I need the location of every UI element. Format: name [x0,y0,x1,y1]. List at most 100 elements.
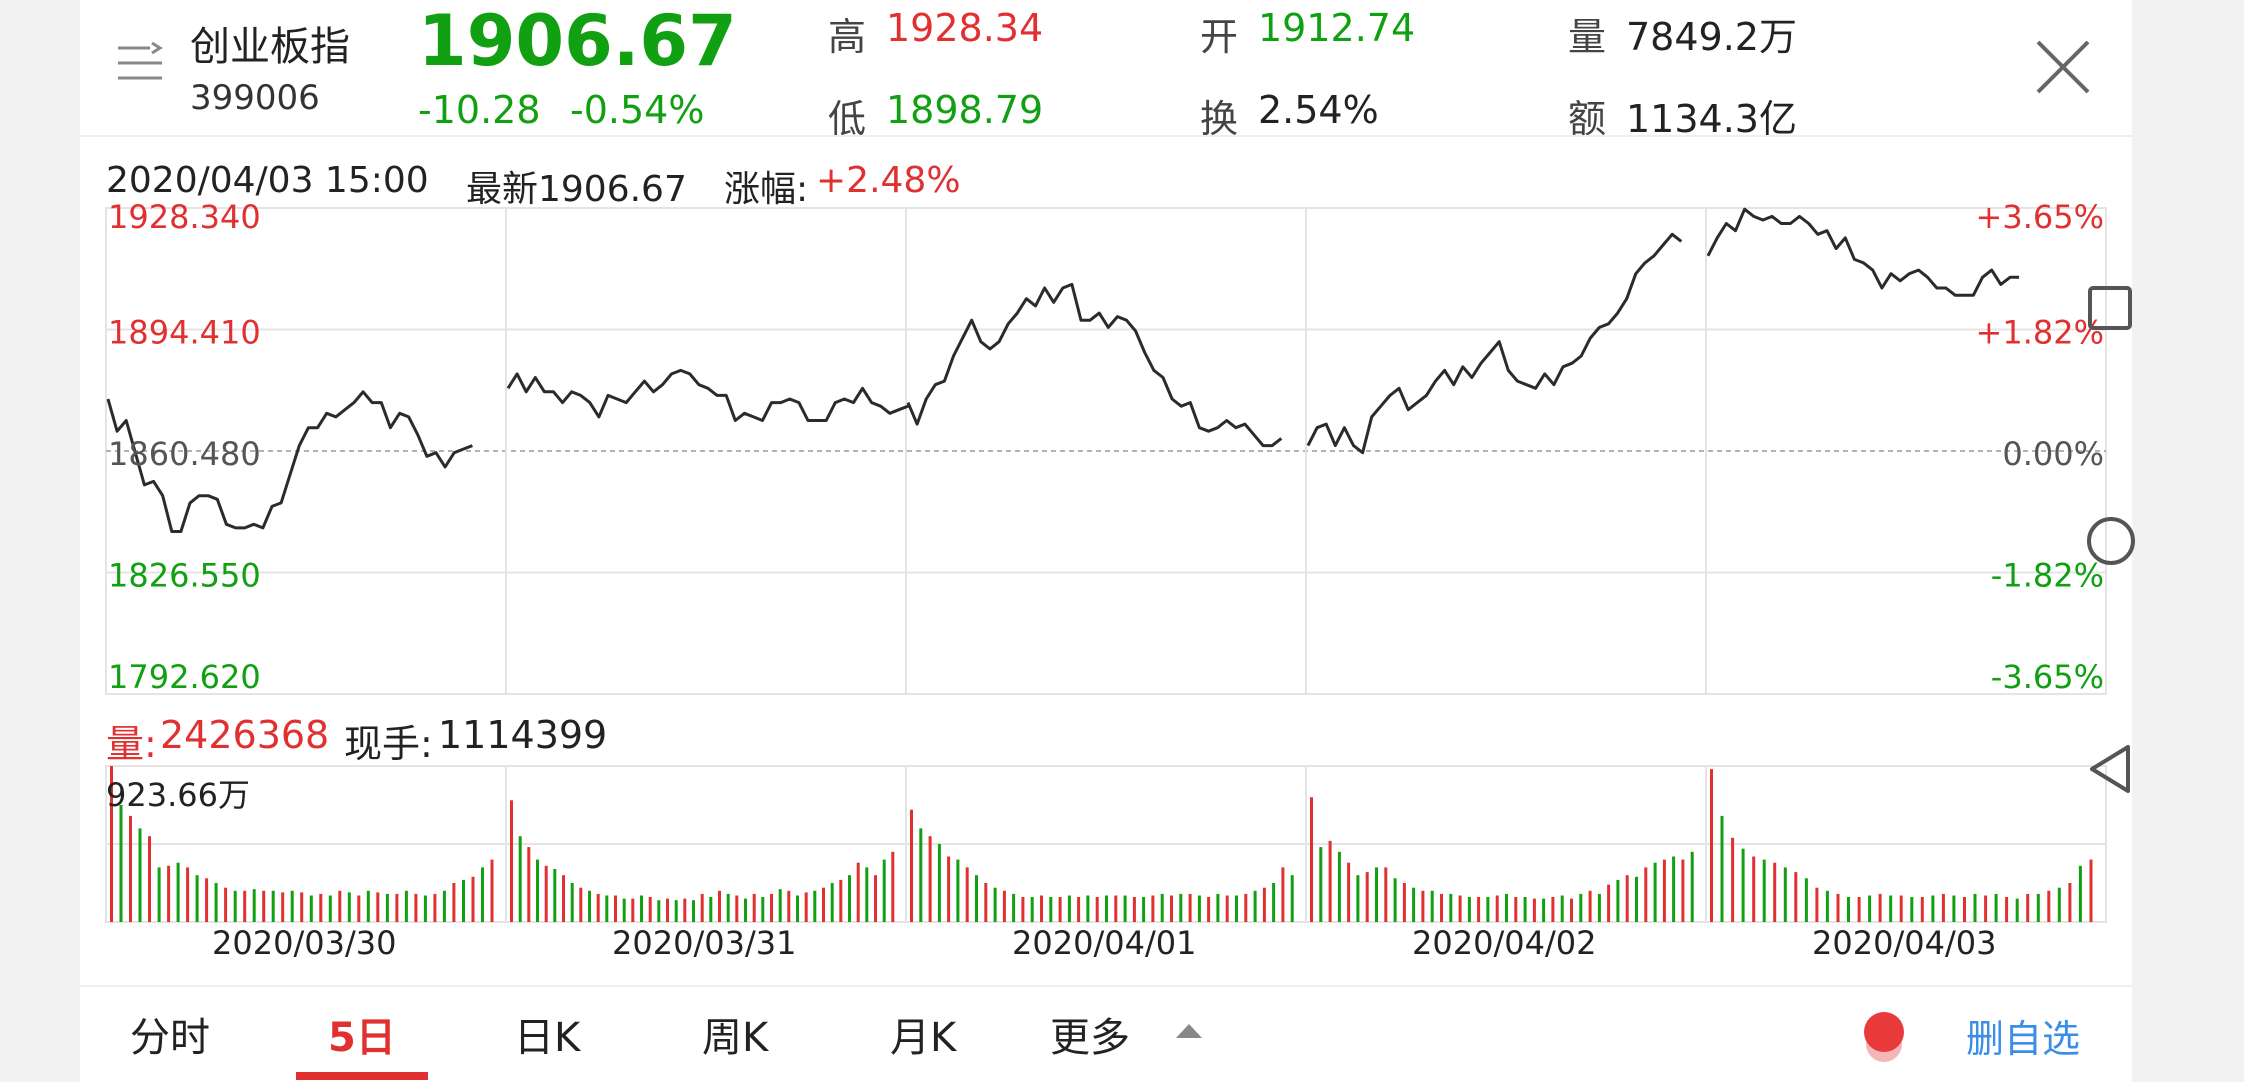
volume-bar [1551,897,1555,922]
recents-icon[interactable] [2088,286,2132,330]
tab-five-day[interactable]: 5日 [328,1015,396,1061]
volume-bar [796,895,799,922]
chart-datetime: 2020/04/03 15:00 [106,160,429,201]
volume-bar [281,892,285,922]
volume-bar [176,862,180,922]
volume-bar [1086,895,1090,922]
volume-bar [452,883,456,922]
tab-day-k[interactable]: 日K [514,1015,581,1061]
volume-bar [553,869,557,922]
volume-bar [1430,890,1434,922]
volume-bar [1310,797,1313,922]
tab-week-k[interactable]: 周K [702,1015,769,1061]
volume-bar [596,893,600,922]
caret-up-icon[interactable] [1174,1022,1204,1040]
volume-bar [357,895,361,922]
tab-fenshi[interactable]: 分时 [130,1015,210,1061]
volume-bar [1783,867,1787,922]
turnover-value: 2.54% [1258,88,1379,132]
volume-bar [1931,895,1935,922]
volume-bar [252,889,256,922]
volume-bar [1542,898,1546,922]
back-icon[interactable] [2088,744,2132,794]
volume-bar [1281,867,1285,922]
x-tick-day: 2020/04/01 [1012,924,1197,962]
volume-bar [1421,890,1425,922]
tab-five-day-indicator [296,1072,428,1080]
volume-bar [1012,893,1016,922]
volume-bar [395,893,399,922]
volume-bar [110,766,113,922]
chart-change-value: +2.48% [816,160,961,201]
volume-bar [300,892,304,922]
volume-bar [1235,895,1238,922]
close-icon[interactable] [2034,38,2092,96]
price-line-day-2 [506,368,909,422]
volume-bar [1262,887,1266,922]
volume-bar [271,890,275,922]
volume-bar [224,887,228,922]
volume-bar [2015,898,2019,922]
volume-bar [2026,893,2030,922]
volume-bar [186,867,190,922]
volume-bar [1495,895,1499,922]
x-tick-day: 2020/04/03 [1812,924,1997,962]
volume-bar [148,836,151,922]
volume-bar [518,836,522,922]
volume-bar [1794,872,1798,922]
volume-bar [1532,898,1536,922]
price-line-day-4 [1306,232,1683,455]
volume-bar [674,900,678,922]
volume-chart[interactable] [80,0,2132,1000]
volume-bar [2068,883,2072,922]
volume-bar [1523,897,1527,922]
volume-bar [1952,895,1956,922]
volume-bar [527,847,531,922]
volume-label: 量 [1568,15,1607,59]
volume-bar [1188,893,1192,922]
y-tick-right: +1.82% [1976,314,2104,352]
menu-icon[interactable] [116,41,164,88]
volume-bar [1868,895,1872,922]
volume-bar [1486,897,1490,922]
volume-bar [1857,897,1861,922]
tab-month-k[interactable]: 月K [890,1015,957,1061]
volume-bar [1910,897,1914,922]
volume-bar [928,836,932,922]
volume-bar [1160,893,1164,922]
tab-more[interactable]: 更多 [1050,1015,1130,1061]
price-chart[interactable]: 1928.340 1894.410 1860.480 1826.550 1792.620… [80,0,2132,1080]
volume-bar [1607,884,1611,922]
volume-bar [937,844,941,922]
volume-bar [1337,851,1341,922]
volume-bar [1393,878,1397,922]
volume-bar [1272,883,1276,922]
home-icon[interactable] [2086,516,2136,566]
volume-bar [290,890,294,922]
volume-bar [319,893,323,922]
volume-bar [614,895,617,922]
open-value: 1912.74 [1258,6,1416,50]
volume-bar [1402,883,1406,922]
volume-bar [2078,865,2082,922]
amount-label: 额 [1568,97,1607,141]
volume-bar [1672,856,1676,922]
stock-code: 399006 [190,78,320,118]
stock-name: 创业板指 [190,24,350,70]
volume-bar [910,809,913,922]
volume-bar [1984,895,1988,922]
volume-bar [1616,879,1620,922]
volume-bar [1412,887,1416,922]
volume-bar [1290,875,1294,922]
volume-bar [648,897,652,922]
y-tick-right: -1.82% [1991,557,2104,595]
volume-bar [129,815,132,922]
volume-bar [965,867,969,922]
volume-bar [1505,893,1508,922]
volume-bar [709,897,713,922]
current-hand-label: 现手: [344,722,433,766]
volume-bar [1597,893,1601,922]
volume-bar [1384,867,1388,922]
remove-watch-button[interactable]: 删自选 [1966,1017,2081,1061]
watchlist-dot-icon[interactable] [1860,1004,1908,1066]
